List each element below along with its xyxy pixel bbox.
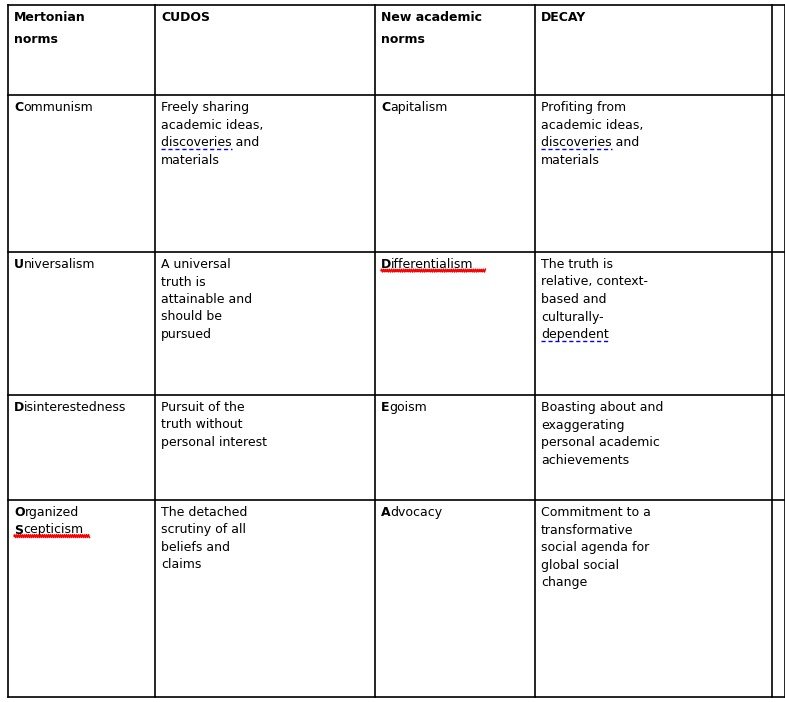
Text: achievements: achievements xyxy=(541,453,629,467)
Text: goism: goism xyxy=(389,401,427,414)
Text: relative, context-: relative, context- xyxy=(541,275,648,289)
Text: New academic
norms: New academic norms xyxy=(381,11,482,46)
Text: transformative: transformative xyxy=(541,524,633,536)
Text: truth without: truth without xyxy=(161,418,243,432)
Text: U: U xyxy=(14,258,24,271)
Text: niversalism: niversalism xyxy=(24,258,96,271)
Text: discoveries and: discoveries and xyxy=(541,136,639,149)
Text: social agenda for: social agenda for xyxy=(541,541,649,554)
Text: change: change xyxy=(541,576,587,589)
Text: ifferentialism: ifferentialism xyxy=(391,258,474,271)
Text: A universal: A universal xyxy=(161,258,231,271)
Text: The detached: The detached xyxy=(161,506,247,519)
Text: Freely sharing: Freely sharing xyxy=(161,101,249,114)
Text: personal interest: personal interest xyxy=(161,436,267,449)
Text: Mertonian
norms: Mertonian norms xyxy=(14,11,86,46)
Text: discoveries and: discoveries and xyxy=(161,136,259,149)
Text: should be: should be xyxy=(161,310,222,324)
Text: D: D xyxy=(14,401,24,414)
Text: The truth is: The truth is xyxy=(541,258,613,271)
Text: Profiting from: Profiting from xyxy=(541,101,626,114)
Text: beliefs and: beliefs and xyxy=(161,541,230,554)
Text: D: D xyxy=(381,258,391,271)
Text: academic ideas,: academic ideas, xyxy=(541,119,644,131)
Text: claims: claims xyxy=(161,559,202,571)
Text: cepticism: cepticism xyxy=(23,524,83,536)
Text: culturally-: culturally- xyxy=(541,310,604,324)
Text: dependent: dependent xyxy=(541,328,608,341)
Text: C: C xyxy=(14,101,23,114)
Text: truth is: truth is xyxy=(161,275,206,289)
Text: A: A xyxy=(381,506,391,519)
Text: global social: global social xyxy=(541,559,619,571)
Text: Boasting about and: Boasting about and xyxy=(541,401,663,414)
Text: based and: based and xyxy=(541,293,607,306)
Text: rganized: rganized xyxy=(24,506,78,519)
Text: S: S xyxy=(14,524,23,536)
Text: academic ideas,: academic ideas, xyxy=(161,119,264,131)
Text: apitalism: apitalism xyxy=(390,101,447,114)
Text: pursued: pursued xyxy=(161,328,212,341)
Text: exaggerating: exaggerating xyxy=(541,418,625,432)
Text: Commitment to a: Commitment to a xyxy=(541,506,651,519)
Text: personal academic: personal academic xyxy=(541,436,660,449)
Text: materials: materials xyxy=(541,154,600,166)
Text: E: E xyxy=(381,401,389,414)
Text: materials: materials xyxy=(161,154,220,166)
Text: C: C xyxy=(381,101,390,114)
Text: CUDOS: CUDOS xyxy=(161,11,210,24)
Text: O: O xyxy=(14,506,24,519)
Text: DECAY: DECAY xyxy=(541,11,586,24)
Text: isinterestedness: isinterestedness xyxy=(24,401,126,414)
Text: ommunism: ommunism xyxy=(23,101,93,114)
Text: attainable and: attainable and xyxy=(161,293,252,306)
Text: scrutiny of all: scrutiny of all xyxy=(161,524,246,536)
Text: dvocacy: dvocacy xyxy=(391,506,443,519)
Text: Pursuit of the: Pursuit of the xyxy=(161,401,245,414)
